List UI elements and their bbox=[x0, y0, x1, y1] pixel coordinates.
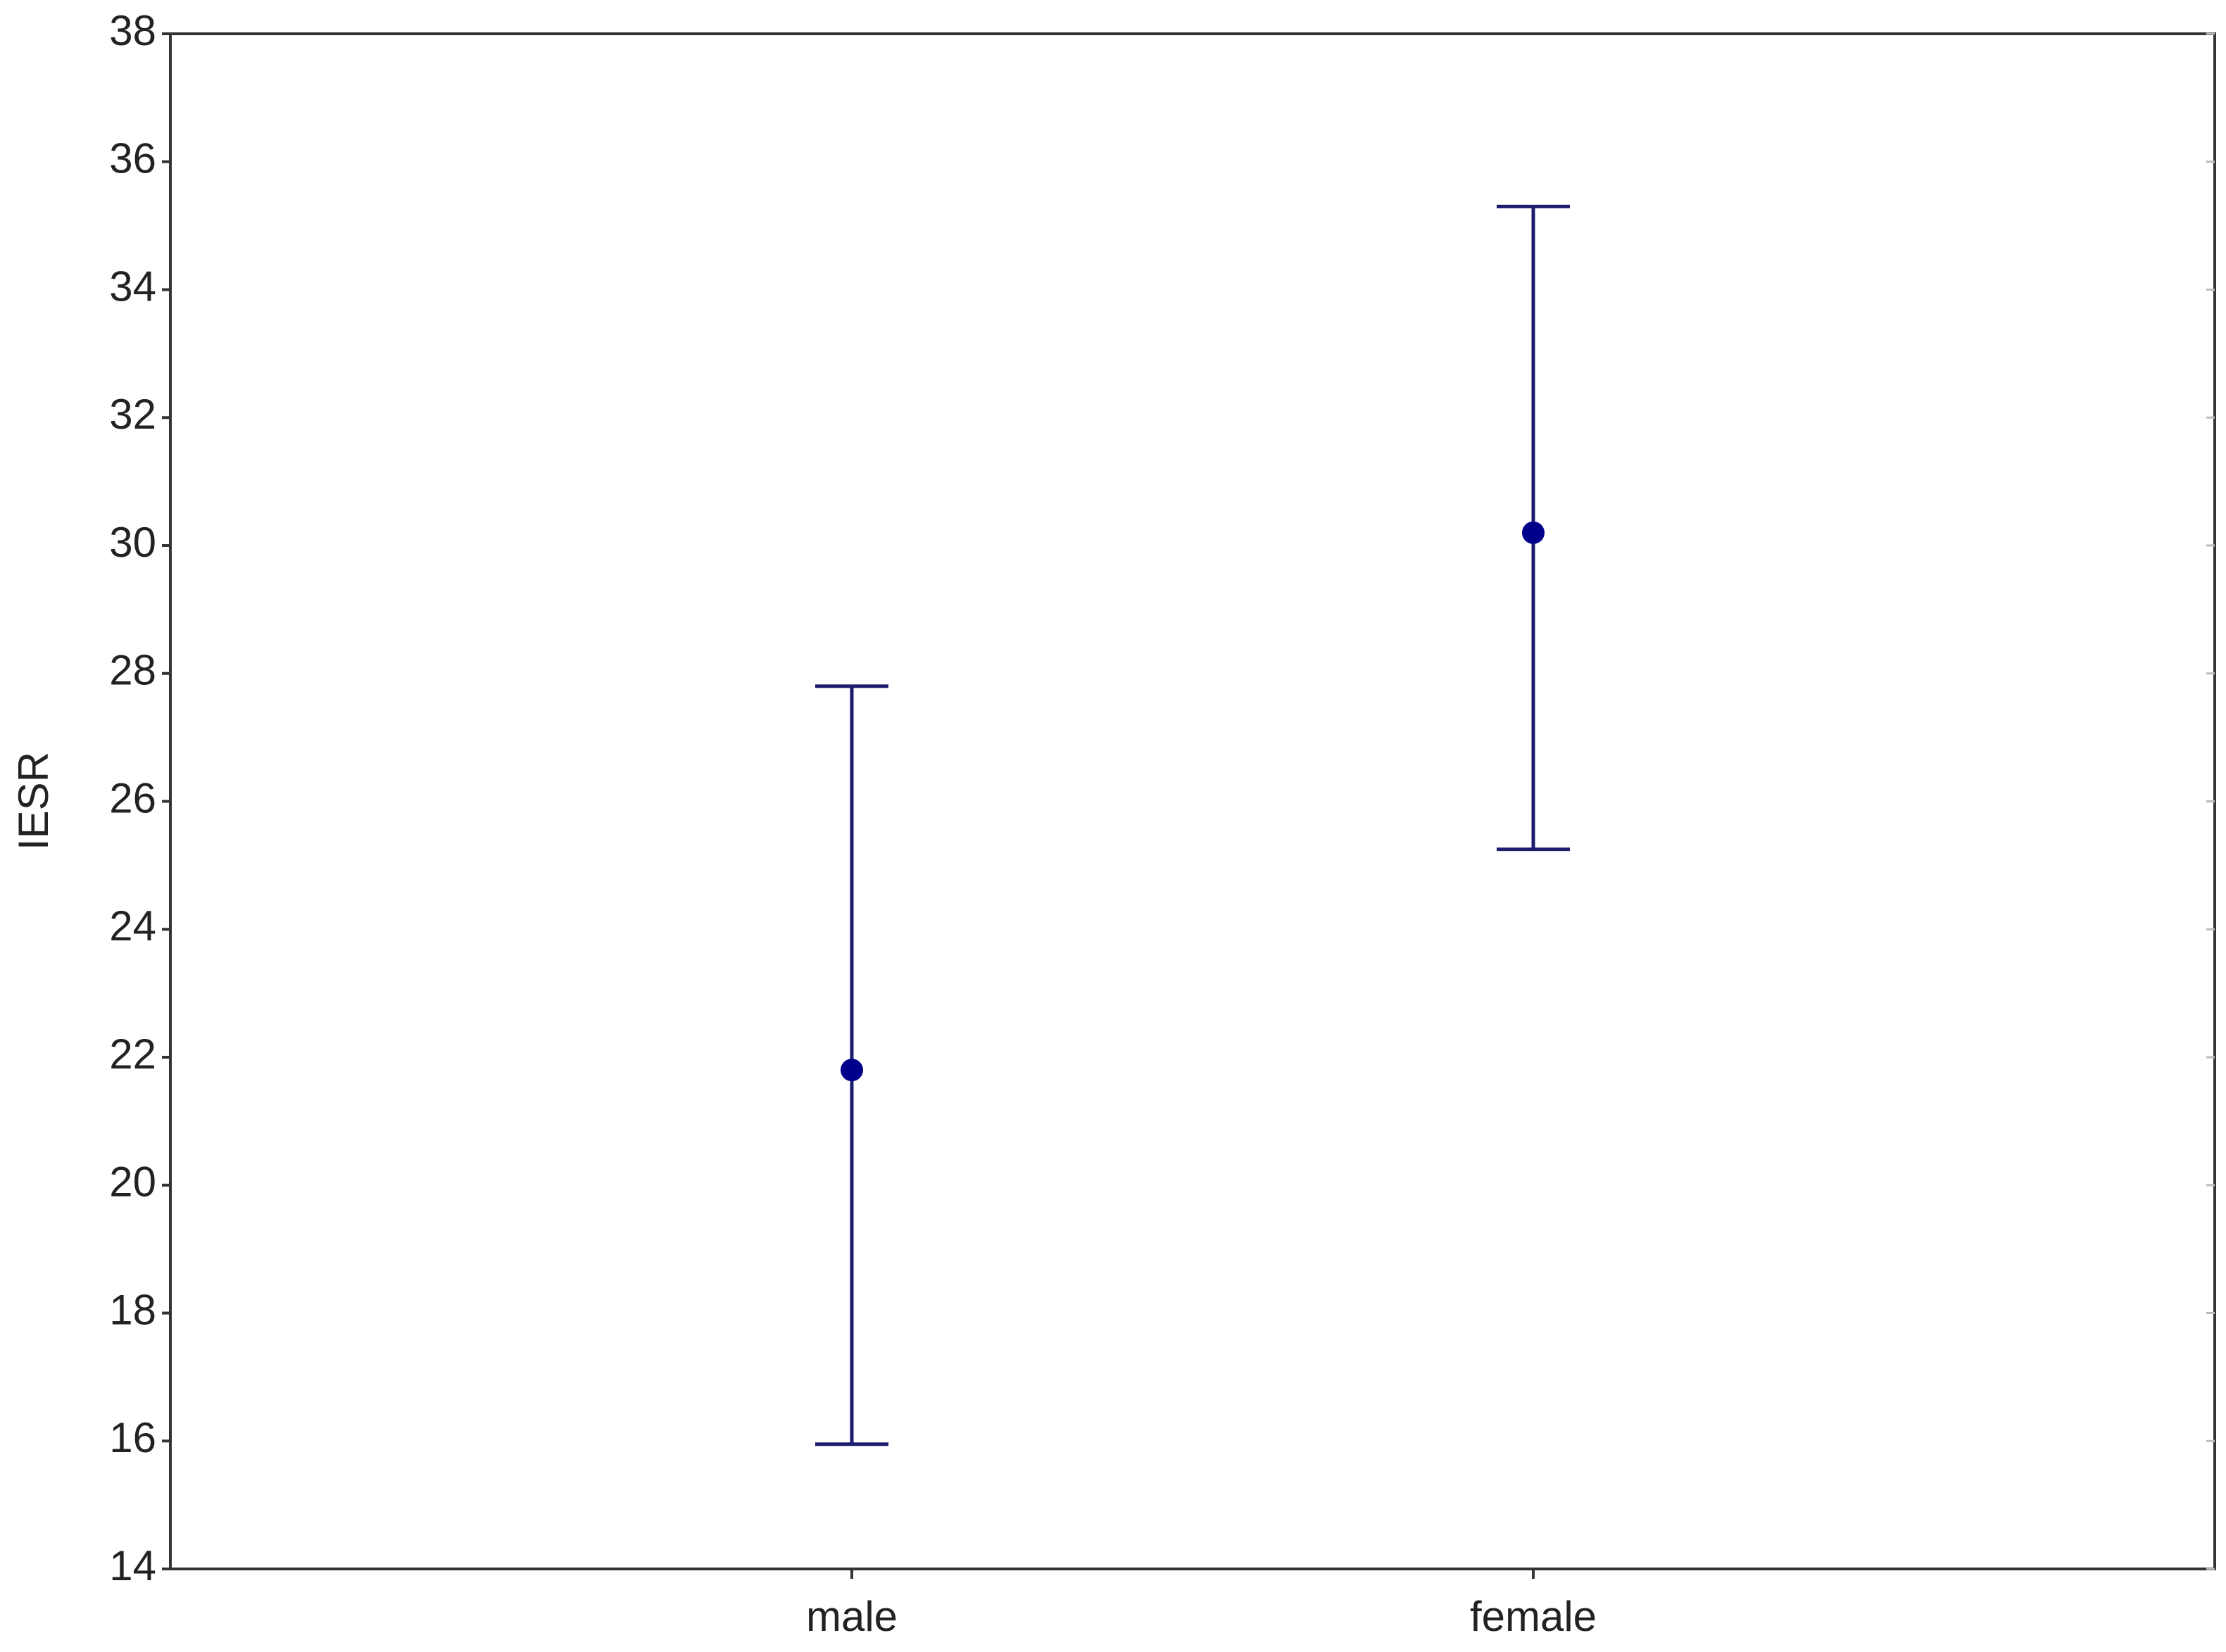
y-tick-label: 22 bbox=[109, 1030, 156, 1078]
x-tick-label: male bbox=[806, 1593, 898, 1640]
x-tick-label: female bbox=[1470, 1593, 1597, 1640]
y-tick-label: 18 bbox=[109, 1286, 156, 1333]
y-tick-label: 26 bbox=[109, 774, 156, 821]
y-tick-label: 32 bbox=[109, 391, 156, 438]
y-tick-label: 16 bbox=[109, 1414, 156, 1461]
y-tick-label: 34 bbox=[109, 263, 156, 310]
mean-marker bbox=[841, 1059, 863, 1082]
plot-frame bbox=[169, 32, 2216, 1570]
y-tick-label: 20 bbox=[109, 1159, 156, 1206]
y-axis-label: IESR bbox=[10, 752, 57, 850]
y-tick-label: 28 bbox=[109, 647, 156, 694]
y-tick-label: 36 bbox=[109, 135, 156, 182]
y-tick-label: 30 bbox=[109, 519, 156, 566]
y-tick-label: 38 bbox=[109, 7, 156, 54]
mean-marker bbox=[1522, 521, 1545, 544]
y-tick-label: 14 bbox=[109, 1542, 156, 1589]
y-tick-label: 24 bbox=[109, 902, 156, 950]
